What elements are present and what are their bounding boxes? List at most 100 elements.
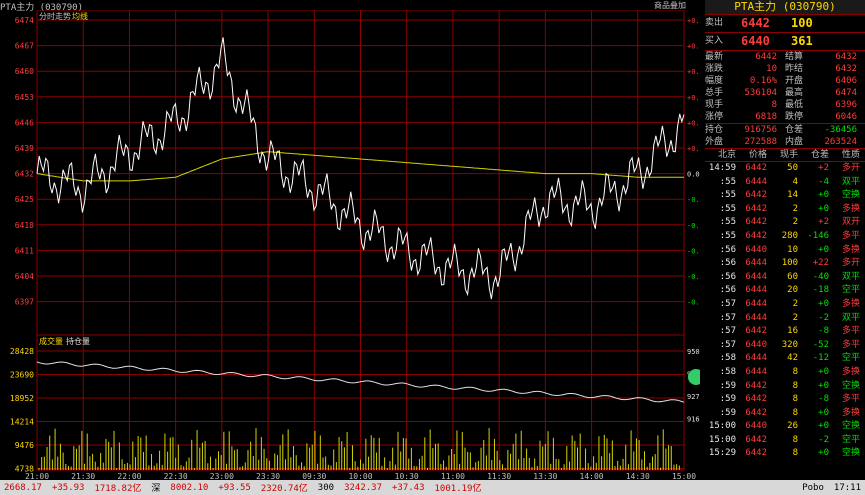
- ticker-cell: 多换: [841, 407, 860, 418]
- ticker-row[interactable]: :57 6444 2 -2 双平: [705, 312, 865, 326]
- ticker-row[interactable]: :56 6444 20 -18 空平: [705, 284, 865, 298]
- stat-row: 持仓 916756 仓差 -36456: [705, 124, 865, 136]
- ticker-cell: 50: [787, 163, 798, 173]
- ticker-cell: +0: [818, 366, 829, 377]
- tab-fenshi[interactable]: 分时走势: [39, 11, 71, 21]
- ticker-header-cell: 仓差: [810, 150, 829, 160]
- ticker-row[interactable]: :55 6442 2 +0 多换: [705, 203, 865, 217]
- ticker-cell: -4: [818, 176, 829, 187]
- stat-cell: 最新: [705, 52, 724, 62]
- ticker-cell: :57: [719, 298, 736, 309]
- ticker-cell: 空换: [841, 448, 860, 459]
- ticker-row[interactable]: :59 6442 8 -8 多平: [705, 393, 865, 407]
- ticker-row[interactable]: :56 6444 60 -40 双平: [705, 271, 865, 285]
- buy-row[interactable]: 买入 6440 361: [705, 33, 865, 51]
- time-tick-label: 09:30: [302, 472, 326, 480]
- tab-avg[interactable]: 均线: [72, 11, 88, 21]
- ticker-cell: :56: [719, 285, 736, 296]
- ticker-row[interactable]: :59 6442 8 +0 空换: [705, 380, 865, 394]
- stat-cell: 10: [766, 64, 777, 74]
- ticker-row[interactable]: :58 6444 42 -12 空平: [705, 352, 865, 366]
- ticker-cell: 6444: [745, 353, 767, 364]
- ticker-row[interactable]: :56 6444 100 +22 多开: [705, 257, 865, 271]
- price-tick-label: 6467: [15, 42, 34, 51]
- price-tick-label: 6446: [15, 118, 34, 127]
- ticker-cell: +0: [818, 448, 829, 459]
- stat-cell: 916756: [744, 125, 777, 135]
- ticker-cell: -52: [812, 339, 829, 350]
- ticker-cell: +2: [818, 163, 829, 173]
- stat-cell: 涨停: [705, 112, 724, 122]
- pct-tick-label: +0.54%: [687, 43, 700, 51]
- ticker-cell: 空平: [841, 434, 860, 445]
- ticker-row[interactable]: 14:59 6442 50 +2 多开: [705, 162, 865, 176]
- intraday-chart[interactable]: 6474 6467 6460 6453 6446 6439 6432 6425 6418 6411…: [0, 10, 700, 480]
- stat-cell: 最低: [785, 100, 804, 110]
- time-tick-label: 22:30: [164, 472, 188, 480]
- ticker-cell: 6444: [745, 176, 767, 187]
- time-tick-label: 13:30: [533, 472, 557, 480]
- title-bar: PTA主力 (030790) 商品叠加: [0, 0, 700, 13]
- ticker-cell: +0: [818, 244, 829, 255]
- ticker-row[interactable]: :55 6444 4 -4 双平: [705, 176, 865, 190]
- ticker-cell: 双开: [841, 217, 860, 228]
- time-tick-label: 15:00: [672, 472, 696, 480]
- ticker-cell: :55: [719, 190, 736, 201]
- ticker-cell: :56: [719, 244, 736, 255]
- ticker-cell: 6442: [745, 434, 767, 445]
- ticker-cell: 8: [792, 366, 798, 377]
- ticker-cell: :55: [719, 176, 736, 187]
- ticker-cell: 15:00: [708, 434, 736, 445]
- ticker-row[interactable]: :55 6442 14 +0 空换: [705, 189, 865, 203]
- ticker-cell: 6442: [745, 394, 767, 405]
- stat-cell: 6432: [835, 64, 857, 74]
- stat-cell: 开盘: [785, 76, 804, 86]
- ticker-cell: 多换: [841, 366, 860, 377]
- price-tick-label: 6432: [15, 170, 34, 179]
- ticker-row[interactable]: :56 6440 10 +0 多换: [705, 244, 865, 258]
- ticker-row[interactable]: :57 6444 2 +0 多换: [705, 298, 865, 312]
- ticker-cell: 42: [787, 353, 798, 364]
- ticker-row[interactable]: 15:00 6440 26 +0 空换: [705, 420, 865, 434]
- ticker-row[interactable]: :55 6442 2 +2 双开: [705, 216, 865, 230]
- status-item: +35.93: [51, 482, 85, 493]
- ticker-row[interactable]: 15:00 6442 8 -2 空平: [705, 434, 865, 448]
- stat-cell: 0.16%: [749, 76, 777, 86]
- stat-cell: 263524: [824, 137, 857, 147]
- ticker-cell: 15:29: [708, 448, 736, 459]
- oi-tick-label: 950112: [687, 348, 700, 356]
- float-green-icon[interactable]: [688, 369, 700, 385]
- stat-cell: 6046: [835, 112, 857, 122]
- ticker-cell: 10: [787, 244, 798, 255]
- ticker-cell: 15:00: [708, 421, 736, 432]
- ticker-cell: 2: [792, 312, 798, 323]
- ticker-row[interactable]: :57 6442 16 -8 多平: [705, 325, 865, 339]
- ticker-cell: 6444: [745, 258, 767, 269]
- ticker-row[interactable]: :57 6440 320 -52 多平: [705, 339, 865, 353]
- ticker-row[interactable]: 15:29 6442 8 +0 空换: [705, 447, 865, 461]
- price-tick-label: 6418: [15, 221, 34, 230]
- ticker-row[interactable]: :59 6442 8 +0 多换: [705, 407, 865, 421]
- stat-row: 涨跌 10 昨结 6432: [705, 63, 865, 75]
- ticker-cell: 2: [792, 217, 798, 228]
- product-overlay-button[interactable]: 商品叠加: [654, 1, 686, 10]
- ticker-cell: 空平: [841, 285, 860, 296]
- quote-title: PTA主力 (030790): [705, 0, 865, 15]
- ticker-cell: 6444: [745, 285, 767, 296]
- time-tick-label: 23:30: [256, 472, 280, 480]
- ticker-cell: +0: [818, 407, 829, 418]
- ticker-cell: 60: [787, 271, 798, 282]
- pct-tick-label: 0.00%: [687, 171, 700, 179]
- ticker-header-cell: 价格: [748, 150, 767, 160]
- ticker-cell: 6440: [745, 339, 767, 350]
- sell-row[interactable]: 卖出 6442 100: [705, 15, 865, 33]
- ticker-row[interactable]: :55 6442 280 -146 多平: [705, 230, 865, 244]
- ticker-row[interactable]: :58 6444 8 +0 多换: [705, 366, 865, 380]
- time-axis: 21:00 21:30 22:00 22:30 23:00 23:30 09:30 10:00…: [25, 472, 696, 480]
- ticker-cell: -18: [812, 285, 829, 296]
- ticker-cell: :55: [719, 217, 736, 228]
- ticker-list[interactable]: 14:59 6442 50 +2 多开:55 6444 4 -4 双平:55 6442 14 +0 空换…: [705, 162, 865, 461]
- ticker-cell: :57: [719, 312, 736, 323]
- vol-tick-label: 28428: [10, 347, 34, 356]
- ticker-cell: 320: [781, 339, 798, 350]
